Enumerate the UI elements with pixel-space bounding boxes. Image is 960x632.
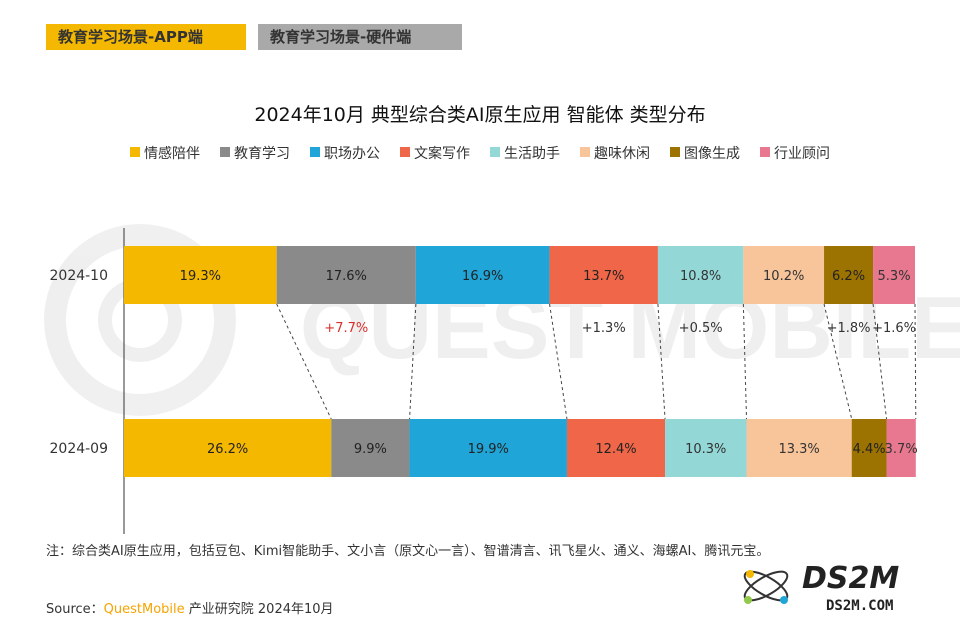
- change-label: +1.3%: [582, 321, 626, 336]
- bar-segment: [409, 419, 567, 477]
- connector-line: [657, 303, 666, 420]
- change-label: +1.6%: [872, 321, 916, 336]
- ds2m-logo-text: DS2M: [802, 561, 899, 596]
- legend-swatch: [490, 147, 500, 157]
- legend-item: 行业顾问: [760, 143, 830, 163]
- legend-label: 文案写作: [414, 146, 470, 162]
- bar-value-label: 10.2%: [763, 269, 804, 284]
- bar-value-label: 16.9%: [462, 269, 503, 284]
- connector-line: [914, 303, 917, 420]
- bar-segment: [746, 419, 852, 477]
- category-label: 2024-10: [50, 268, 109, 284]
- bar-value-label: 26.2%: [207, 442, 248, 457]
- change-label: +1.8%: [827, 321, 871, 336]
- source-prefix: Source：: [46, 602, 104, 617]
- bar-value-label: 6.2%: [832, 269, 865, 284]
- legend-swatch: [580, 147, 590, 157]
- legend-swatch: [310, 147, 320, 157]
- ds2m-logo: DS2M DS2M.COM: [743, 561, 899, 614]
- bar-segment: [886, 419, 916, 477]
- connector-line: [742, 303, 748, 420]
- bar-segment: [743, 246, 825, 304]
- bar-value-label: 13.7%: [583, 269, 624, 284]
- bar-segment: [824, 246, 874, 304]
- legend-item: 文案写作: [400, 143, 470, 163]
- bar-value-label: 13.3%: [778, 442, 819, 457]
- bar-segment: [276, 246, 416, 304]
- bar-segment: [124, 246, 277, 304]
- source-brand: QuestMobile: [103, 602, 185, 617]
- legend-item: 趣味休闲: [580, 143, 650, 163]
- bar-value-label: 10.3%: [685, 442, 726, 457]
- legend-swatch: [760, 147, 770, 157]
- bar-value-label: 12.4%: [595, 442, 636, 457]
- bar-segment: [124, 419, 332, 477]
- legend-item: 生活助手: [490, 143, 560, 163]
- tab-education-app[interactable]: 教育学习场景-APP端: [46, 24, 246, 50]
- chart-legend: 情感陪伴 教育学习 职场办公 文案写作 生活助手 趣味休闲 图像生成 行业顾问: [130, 143, 910, 165]
- legend-swatch: [130, 147, 140, 157]
- source-suffix: 产业研究院 2024年10月: [184, 602, 334, 617]
- bar-segment: [851, 419, 887, 477]
- bar-segment: [549, 246, 658, 304]
- connector-line: [872, 303, 888, 420]
- bar-segment: [665, 419, 747, 477]
- connector-lines: [276, 303, 917, 420]
- bar-value-label: 19.9%: [468, 442, 509, 457]
- legend-item: 教育学习: [220, 143, 290, 163]
- footnote: 注：综合类AI原生应用，包括豆包、Kimi智能助手、文小言（原文心一言）、智谱清…: [46, 544, 770, 559]
- legend-swatch: [400, 147, 410, 157]
- legend-label: 职场办公: [324, 146, 380, 162]
- tab-education-hardware[interactable]: 教育学习场景-硬件端: [258, 24, 462, 50]
- legend-swatch: [220, 147, 230, 157]
- connector-line: [823, 303, 853, 420]
- bar-segment: [657, 246, 744, 304]
- category-label: 2024-09: [50, 441, 109, 457]
- legend-label: 行业顾问: [774, 146, 830, 162]
- bar-segment: [415, 246, 550, 304]
- bar-segment: [566, 419, 666, 477]
- bar-value-label: 10.8%: [680, 269, 721, 284]
- chart-title: 2024年10月 典型综合类AI原生应用 智能体 类型分布: [254, 104, 706, 126]
- bar-value-label: 9.9%: [354, 442, 387, 457]
- bars: 19.3% 17.6% 16.9% 13.7% 10.8% 10.2% 6.2% 5.3% 26…: [124, 246, 918, 477]
- bar-value-label: 19.3%: [180, 269, 221, 284]
- bar-segment: [331, 419, 410, 477]
- legend-label: 生活助手: [504, 146, 560, 162]
- legend-item: 职场办公: [310, 143, 380, 163]
- change-label: +0.5%: [679, 321, 723, 336]
- bar-value-label: 5.3%: [878, 269, 911, 284]
- change-annotations: +7.7% +1.3% +0.5% +1.8% +1.6%: [324, 321, 916, 336]
- connector-line: [549, 303, 568, 420]
- connector-line: [409, 303, 417, 420]
- bar-segment: [873, 246, 915, 304]
- legend-item: 情感陪伴: [130, 143, 200, 163]
- bar-value-label: 3.7%: [885, 442, 918, 457]
- legend-item: 图像生成: [670, 143, 740, 163]
- bar-value-label: 4.4%: [853, 442, 886, 457]
- legend-label: 情感陪伴: [144, 146, 200, 162]
- ds2m-logo-subtext: DS2M.COM: [826, 598, 893, 614]
- legend-swatch: [670, 147, 680, 157]
- legend-label: 趣味休闲: [594, 146, 650, 162]
- legend-label: 教育学习: [234, 146, 290, 162]
- source-line: Source：QuestMobile 产业研究院 2024年10月: [46, 598, 334, 617]
- bar-value-label: 17.6%: [326, 269, 367, 284]
- category-labels: 2024-10 2024-09: [50, 268, 109, 457]
- change-label: +7.7%: [324, 321, 368, 336]
- legend-label: 图像生成: [684, 146, 740, 162]
